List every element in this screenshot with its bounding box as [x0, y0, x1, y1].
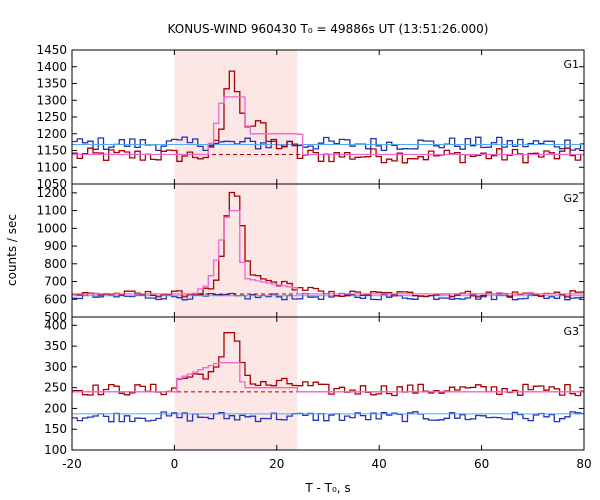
y-tick-label: 250 — [44, 381, 67, 395]
series-burst-model — [72, 96, 584, 156]
x-tick-label: 40 — [372, 457, 387, 471]
x-axis-label: T - T₀, s — [304, 481, 350, 495]
y-tick-label: 700 — [44, 275, 67, 289]
y-tick-label: 1200 — [36, 127, 67, 141]
x-tick-label: 60 — [474, 457, 489, 471]
chart-title: KONUS-WIND 960430 T₀ = 49886s UT (13:51:… — [168, 22, 489, 36]
y-tick-label: 500 — [44, 310, 67, 324]
series-burst — [72, 331, 584, 397]
panel-g2: 500 600 700 800 900 1000 1100 1200 G2 — [36, 183, 585, 324]
y-tick-label: 300 — [44, 360, 67, 374]
x-tick-label: 20 — [269, 457, 284, 471]
panel-g1: 1050 1100 1150 1200 1250 1300 1350 1400 1450 G1 — [36, 43, 585, 191]
y-tick-label: 1250 — [36, 110, 67, 124]
y-tick-label: 400 — [44, 318, 67, 332]
y-tick-label: 900 — [44, 239, 67, 253]
y-tick-label: 1100 — [36, 204, 67, 218]
panel-label-g2: G2 — [563, 192, 579, 205]
y-tick-label: 1350 — [36, 77, 67, 91]
y-tick-label: 1100 — [36, 160, 67, 174]
plot-area: 1050 1100 1150 1200 1250 1300 1350 1400 1450 G1 50… — [36, 43, 591, 471]
y-tick-label: 1000 — [36, 221, 67, 235]
panel-label-g3: G3 — [563, 325, 579, 338]
panel-g3: 100 150 200 250 300 350 400 G3 — [44, 316, 585, 457]
y-tick-label: 1200 — [36, 186, 67, 200]
y-tick-label: 1400 — [36, 60, 67, 74]
y-tick-label: 150 — [44, 422, 67, 436]
y-tick-label: 100 — [44, 443, 67, 457]
series-burst — [72, 70, 584, 164]
x-tick-label: 0 — [171, 457, 179, 471]
y-tick-label: 1300 — [36, 93, 67, 107]
y-tick-label: 1050 — [36, 177, 67, 191]
x-tick-label: -20 — [62, 457, 82, 471]
y-tick-label: 800 — [44, 257, 67, 271]
highlight-interval — [174, 50, 298, 450]
x-tick-label: 80 — [576, 457, 591, 471]
y-tick-label: 600 — [44, 292, 67, 306]
y-tick-label: 350 — [44, 339, 67, 353]
series-burst — [72, 191, 584, 298]
panel-label-g1: G1 — [563, 58, 579, 71]
series-burst-model — [72, 362, 584, 393]
y-tick-label: 200 — [44, 401, 67, 415]
y-axis-label: counts / sec — [5, 214, 19, 286]
y-tick-label: 1450 — [36, 43, 67, 57]
series-background — [72, 411, 584, 423]
y-tick-label: 1150 — [36, 144, 67, 158]
series-background — [72, 136, 584, 152]
panel-frame — [71, 316, 585, 451]
panel-frame — [71, 49, 585, 185]
series-burst-model — [72, 209, 584, 295]
